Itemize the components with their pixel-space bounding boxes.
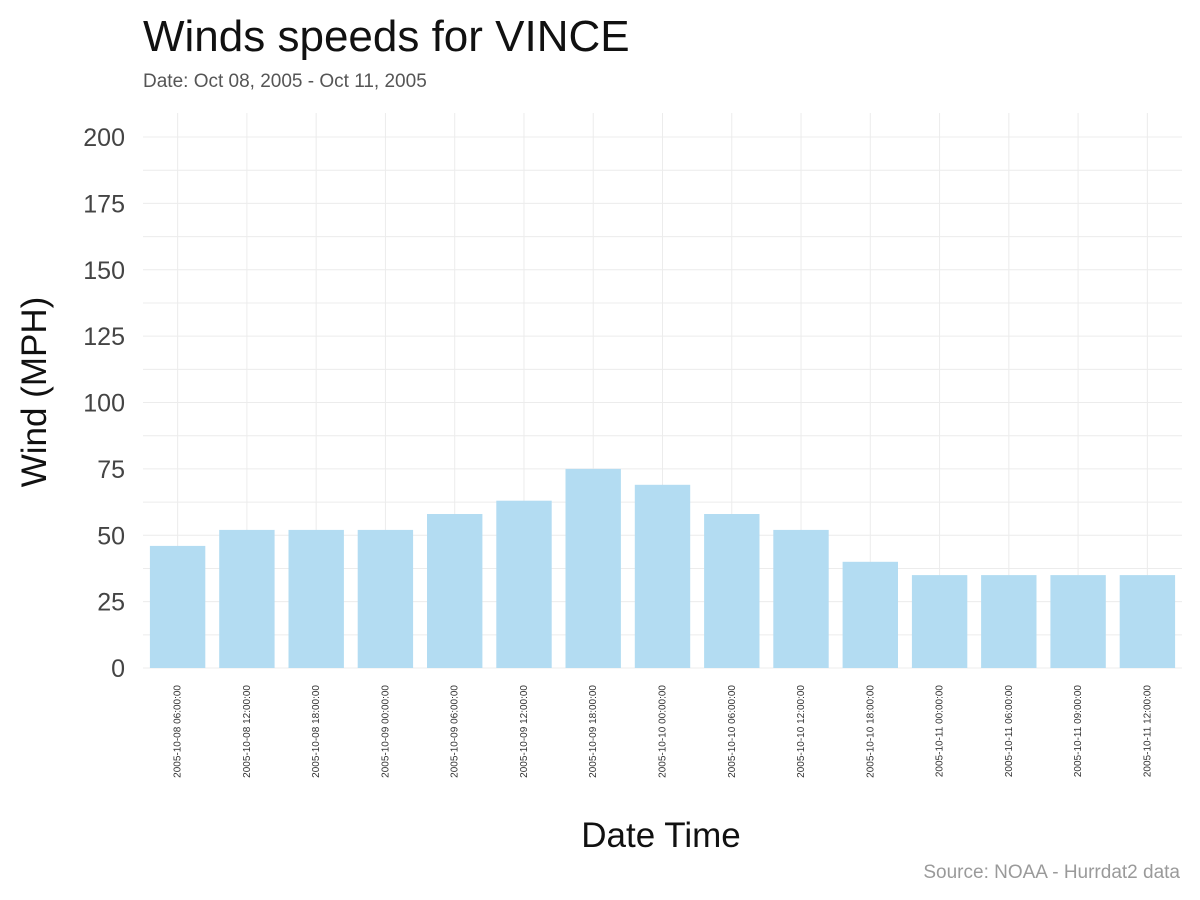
- y-tick-label: 100: [83, 390, 125, 418]
- x-axis-title: Date Time: [581, 816, 741, 855]
- bar-20051010060000: [704, 514, 760, 668]
- bar-20051011090000: [1050, 575, 1106, 668]
- x-tick-label: 2005-10-09 18:00:00: [588, 685, 599, 778]
- chart-subtitle: Date: Oct 08, 2005 - Oct 11, 2005: [143, 71, 427, 92]
- x-tick-label: 2005-10-10 18:00:00: [865, 685, 876, 778]
- x-tick-label: 2005-10-11 00:00:00: [935, 685, 946, 778]
- bar-20051011120000: [1119, 575, 1176, 668]
- y-tick-label: 50: [97, 522, 125, 550]
- bar-20051011060000: [981, 575, 1037, 668]
- y-tick-label: 75: [97, 456, 125, 484]
- y-tick-label: 200: [83, 124, 125, 152]
- x-tick-label: 2005-10-09 06:00:00: [450, 685, 461, 778]
- y-axis-title: Wind (MPH): [15, 297, 54, 488]
- x-axis-ticks: 2005-10-08 06:00:00 2005-10-08 12:00:00 20…: [173, 685, 1154, 778]
- x-tick-label: 2005-10-10 12:00:00: [796, 685, 807, 778]
- bar-20051008120000: [219, 529, 275, 668]
- bar-20051010120000: [773, 529, 829, 668]
- bar-20051008060000: [149, 545, 206, 668]
- x-tick-label: 2005-10-09 12:00:00: [519, 685, 530, 778]
- bar-20051011000000: [911, 575, 968, 668]
- bar-20051009000000: [357, 529, 414, 668]
- bar-20051010000000: [634, 484, 691, 668]
- x-tick-label: 2005-10-10 00:00:00: [658, 685, 669, 778]
- x-tick-label: 2005-10-08 18:00:00: [311, 685, 322, 778]
- source-caption: Source: NOAA - Hurrdat2 data: [923, 862, 1180, 883]
- bar-20051009060000: [427, 514, 483, 668]
- y-tick-label: 175: [83, 190, 125, 218]
- bar-20051009120000: [496, 500, 552, 668]
- x-tick-label: 2005-10-11 09:00:00: [1073, 685, 1084, 778]
- y-tick-label: 25: [97, 589, 125, 617]
- y-axis-ticks: 0 25 50 75 100 125 150 175 200: [83, 124, 125, 683]
- bar-20051009180000: [565, 468, 621, 668]
- x-tick-label: 2005-10-10 06:00:00: [727, 685, 738, 778]
- y-tick-label: 0: [111, 655, 125, 683]
- y-tick-label: 150: [83, 257, 125, 285]
- x-tick-label: 2005-10-08 12:00:00: [242, 685, 253, 778]
- y-tick-label: 125: [83, 323, 125, 351]
- x-tick-label: 2005-10-09 00:00:00: [380, 685, 391, 778]
- x-tick-label: 2005-10-11 06:00:00: [1004, 685, 1015, 778]
- chart-title: Winds speeds for VINCE: [143, 12, 630, 61]
- bars: [149, 468, 1176, 668]
- bar-20051008180000: [288, 529, 344, 668]
- x-tick-label: 2005-10-08 06:00:00: [173, 685, 184, 778]
- x-tick-label: 2005-10-11 12:00:00: [1142, 685, 1153, 778]
- bar-20051010180000: [842, 561, 898, 668]
